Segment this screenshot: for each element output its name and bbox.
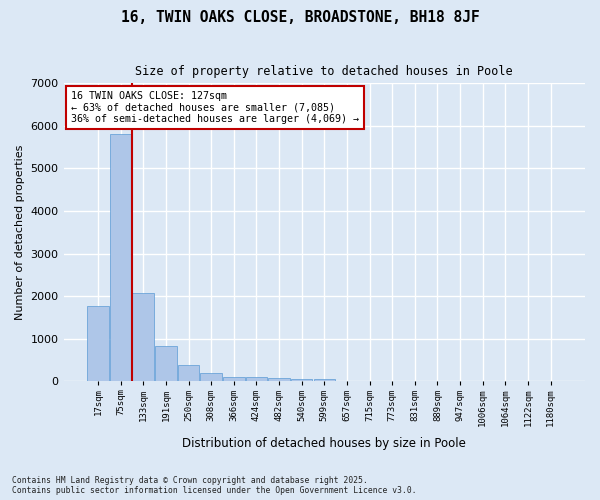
Bar — [178, 365, 199, 382]
Bar — [110, 134, 131, 382]
Bar — [155, 346, 176, 382]
Bar — [87, 306, 109, 382]
Title: Size of property relative to detached houses in Poole: Size of property relative to detached ho… — [136, 65, 513, 78]
Bar — [268, 378, 290, 382]
Bar — [223, 376, 245, 382]
Bar — [245, 378, 267, 382]
X-axis label: Distribution of detached houses by size in Poole: Distribution of detached houses by size … — [182, 437, 466, 450]
Bar — [200, 372, 222, 382]
Y-axis label: Number of detached properties: Number of detached properties — [15, 144, 25, 320]
Text: 16 TWIN OAKS CLOSE: 127sqm
← 63% of detached houses are smaller (7,085)
36% of s: 16 TWIN OAKS CLOSE: 127sqm ← 63% of deta… — [71, 91, 359, 124]
Bar — [291, 379, 313, 382]
Text: 16, TWIN OAKS CLOSE, BROADSTONE, BH18 8JF: 16, TWIN OAKS CLOSE, BROADSTONE, BH18 8J… — [121, 10, 479, 25]
Bar — [314, 380, 335, 382]
Text: Contains HM Land Registry data © Crown copyright and database right 2025.
Contai: Contains HM Land Registry data © Crown c… — [12, 476, 416, 495]
Bar — [133, 293, 154, 382]
